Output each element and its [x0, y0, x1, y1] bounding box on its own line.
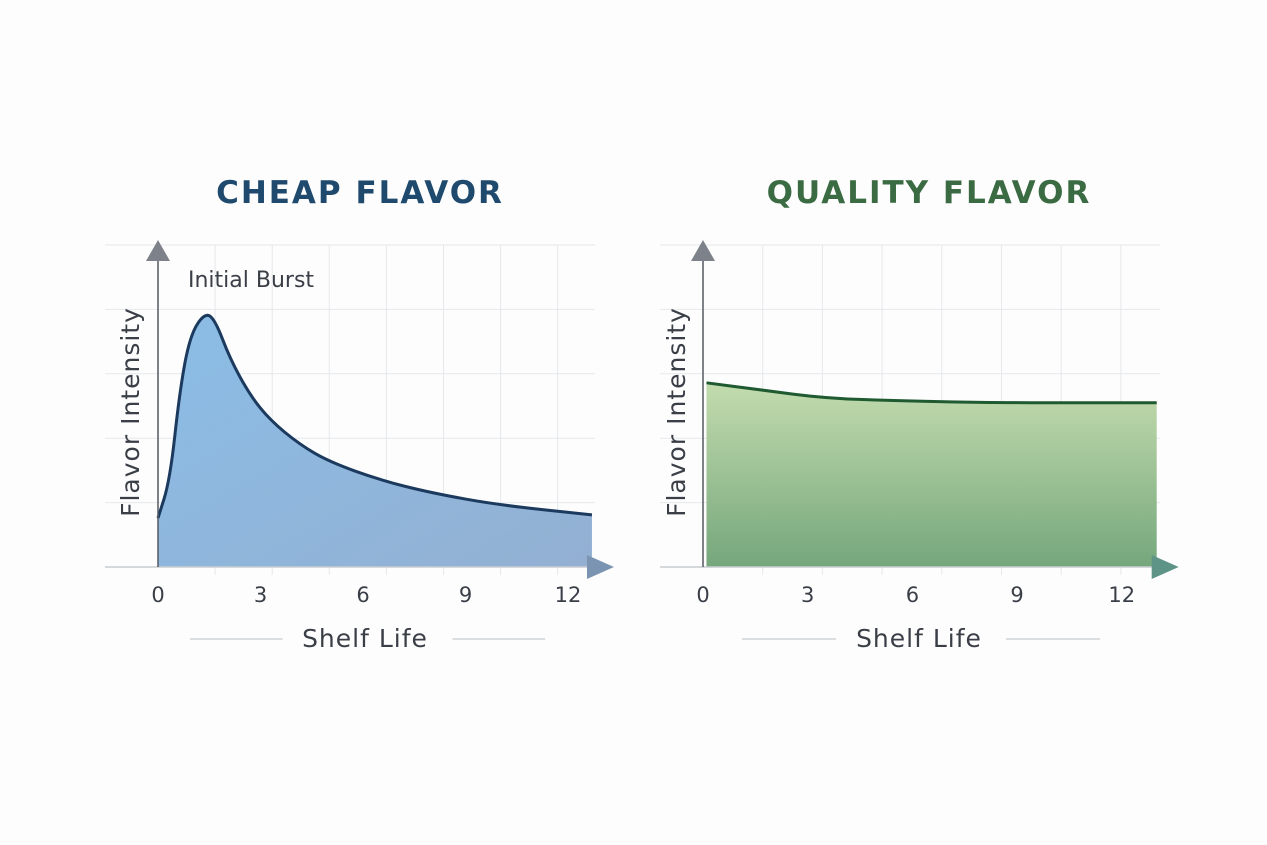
series-line: [156, 313, 593, 519]
x-axis-arrow-icon: [1151, 555, 1179, 579]
series-line: [706, 381, 1157, 405]
quality-flavor-panel: 0 3 6 9 12 QUALITY FLAVOR Shelf Life Flavor Int…: [660, 175, 1179, 653]
x-tick-label: 9: [459, 583, 472, 607]
y-axis-arrow-icon: [146, 240, 170, 261]
x-tick-label: 3: [254, 583, 267, 607]
x-tick-label: 12: [555, 583, 582, 607]
chart-title: CHEAP FLAVOR: [216, 175, 504, 211]
y-axis-label: Flavor Intensity: [662, 307, 691, 517]
x-tick-label: 6: [356, 583, 369, 607]
x-tick-label: 12: [1108, 583, 1135, 607]
chart-title: QUALITY FLAVOR: [767, 175, 1092, 211]
y-axis-arrow-icon: [691, 240, 715, 261]
x-axis-arrow-icon: [586, 555, 614, 579]
x-tick-label: 3: [801, 583, 814, 607]
x-tick-label: 0: [696, 583, 709, 607]
cheap-flavor-panel: 0 3 6 9 12 CHEAP FLAVOR Initial Burst Shelf Lif…: [105, 175, 614, 653]
area-fill: [706, 382, 1157, 567]
y-axis-label: Flavor Intensity: [116, 307, 145, 517]
area-fill: [158, 315, 592, 567]
x-tick-label: 9: [1010, 583, 1023, 607]
x-tick-label: 0: [151, 583, 164, 607]
x-tick-label: 6: [906, 583, 919, 607]
x-axis-label: Shelf Life: [856, 624, 982, 653]
x-axis-label: Shelf Life: [302, 624, 428, 653]
annotation-initial-burst: Initial Burst: [188, 268, 314, 293]
